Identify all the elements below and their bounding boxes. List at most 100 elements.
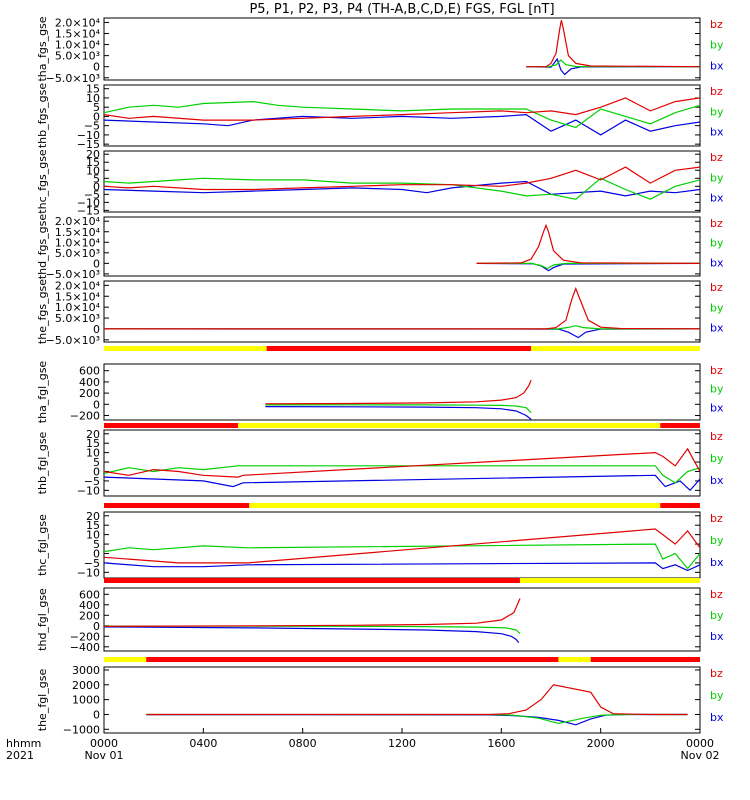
- series-line-by: [104, 465, 700, 484]
- legend-bx: bx: [710, 474, 724, 487]
- y-tick-label: 10: [86, 529, 100, 542]
- legend-bz: bz: [710, 430, 723, 443]
- panel-frame: [103, 280, 701, 343]
- series-line-by: [476, 262, 700, 270]
- y-axis-label: thb_fgl_gse: [36, 431, 49, 494]
- y-tick-label: −5: [84, 557, 100, 570]
- y-axis-label: tha_fgs_gse: [36, 16, 49, 81]
- mode-bar-segment-0: [104, 578, 520, 583]
- y-tick-label: 1.0×10⁴: [55, 301, 101, 314]
- y-tick-label: 0: [93, 110, 100, 123]
- legend-by: by: [710, 105, 724, 118]
- panel-frame: [103, 216, 701, 277]
- mode-bar-segment-1: [146, 657, 559, 662]
- y-axis-label: thd_fgs_gse: [36, 214, 49, 280]
- legend-bx: bx: [710, 401, 724, 414]
- mode-bar-segment-0: [104, 423, 239, 428]
- y-tick-label: −15: [77, 138, 100, 151]
- y-tick-label: −5.0×10³: [46, 334, 100, 347]
- legend-by: by: [710, 383, 724, 396]
- panel-frame: [103, 666, 701, 734]
- mode-bar-segment-3: [590, 657, 700, 662]
- y-axis-label: tha_fgl_gse: [36, 361, 49, 424]
- series-line-bz: [104, 528, 700, 564]
- y-tick-label: 5.0×10³: [55, 50, 100, 63]
- y-tick-label: −5: [84, 120, 100, 133]
- legend-by: by: [710, 609, 724, 622]
- y-tick-label: 200: [79, 387, 100, 400]
- y-tick-label: 200: [79, 609, 100, 622]
- x-tick-label: 0800: [289, 737, 317, 750]
- y-tick-label: 10: [86, 447, 100, 460]
- mode-bar-segment-1: [238, 423, 661, 428]
- legend-bz: bz: [710, 667, 723, 680]
- y-tick-label: 5.0×10³: [55, 312, 100, 325]
- y-axis-label: the_fgl_gse: [36, 669, 49, 732]
- y-tick-label: 0: [93, 708, 100, 721]
- y-tick-label: 600: [79, 365, 100, 378]
- y-tick-label: −400: [70, 641, 100, 654]
- mode-bar-segment-1: [249, 503, 661, 508]
- legend-by: by: [710, 689, 724, 702]
- y-tick-label: −10: [77, 484, 100, 497]
- y-tick-label: 5: [93, 456, 100, 469]
- y-tick-label: −15: [77, 204, 100, 217]
- x-tick-label: 0000: [90, 737, 118, 750]
- legend-bz: bz: [710, 364, 723, 377]
- y-tick-label: 400: [79, 376, 100, 389]
- legend-bz: bz: [710, 512, 723, 525]
- y-tick-label: 20: [86, 510, 100, 523]
- y-tick-label: 15: [86, 83, 100, 96]
- series-line-bz: [104, 447, 700, 478]
- y-tick-label: 5: [93, 538, 100, 551]
- y-tick-label: 400: [79, 599, 100, 612]
- chart-title: P5, P1, P2, P3, P4 (TH-A,B,C,D,E) FGS, F…: [249, 2, 554, 17]
- y-tick-label: 1.5×10⁴: [55, 290, 101, 303]
- y-tick-label: −5: [84, 475, 100, 488]
- series-line-by: [146, 713, 688, 725]
- legend-by: by: [710, 39, 724, 52]
- series-line-bx: [146, 713, 688, 726]
- y-tick-label: 0: [93, 398, 100, 411]
- series-line-by: [104, 100, 700, 129]
- corner-label-1: 2021: [6, 749, 34, 762]
- y-tick-label: −200: [70, 410, 100, 423]
- legend-bz: bz: [710, 588, 723, 601]
- y-tick-label: 15: [86, 156, 100, 169]
- legend-by: by: [710, 171, 724, 184]
- legend-by: by: [710, 452, 724, 465]
- y-tick-label: 3000: [72, 664, 100, 677]
- series-line-bx: [476, 262, 700, 272]
- y-tick-label: 2000: [72, 679, 100, 692]
- mode-bar-segment-0: [104, 657, 147, 662]
- y-tick-label: 5.0×10³: [55, 247, 100, 260]
- series-line-by: [265, 404, 532, 414]
- panels: −5.0×10³05.0×10³1.0×10⁴1.5×10⁴2.0×10⁴tha…: [36, 16, 724, 736]
- y-axis-label: thb_fgs_gse: [36, 83, 49, 149]
- panel-frame: [103, 84, 701, 147]
- legend-by: by: [710, 301, 724, 314]
- y-tick-label: −10: [77, 566, 100, 579]
- series-line-by: [104, 543, 700, 570]
- y-axis-label: the_fgs_gse: [36, 279, 49, 344]
- panel-frame: [103, 429, 701, 497]
- legend-bz: bz: [710, 18, 723, 31]
- y-tick-label: 0: [93, 257, 100, 270]
- y-tick-label: −5.0×10³: [46, 72, 100, 85]
- y-tick-label: 1.0×10⁴: [55, 236, 101, 249]
- series-line-by: [526, 59, 700, 68]
- y-tick-label: 5: [93, 172, 100, 185]
- y-tick-label: 600: [79, 588, 100, 601]
- mode-bar-segment-2: [558, 657, 591, 662]
- mode-bar-segment-1: [266, 346, 532, 351]
- y-tick-label: 0: [93, 465, 100, 478]
- x-tick-date: Nov 01: [85, 749, 124, 762]
- legend-bx: bx: [710, 126, 724, 139]
- y-tick-label: 10: [86, 92, 100, 105]
